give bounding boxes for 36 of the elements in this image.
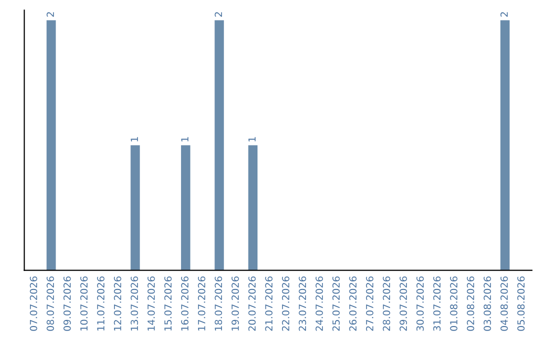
data-label: 2 (500, 12, 508, 17)
x-tick-label: 21.07.2026 (265, 276, 273, 331)
data-label: 1 (181, 137, 188, 142)
x-tick-label: 19.07.2026 (232, 276, 239, 330)
data-label: 2 (46, 12, 54, 17)
x-tick-label: 07.07.2026 (30, 276, 38, 331)
x-tick-label: 01.08.2026 (450, 276, 458, 331)
x-tick-label: 25.07.2026 (332, 276, 340, 331)
x-tick-label: 27.07.2026 (366, 276, 374, 331)
x-tick-label: 13.07.2026 (130, 276, 138, 330)
x-tick-label: 18.07.2026 (214, 276, 222, 330)
x-tick-label: 22.07.2026 (282, 276, 290, 331)
x-tick-label: 15.07.2026 (164, 276, 172, 330)
x-tick-label: 31.07.2026 (433, 276, 441, 331)
x-tick-label: 11.07.2026 (97, 276, 104, 330)
x-tick-label: 02.08.2026 (466, 276, 474, 331)
x-tick-label: 28.07.2026 (382, 276, 390, 331)
x-tick-label: 17.07.2026 (198, 276, 206, 330)
x-tick-label: 20.07.2026 (248, 276, 256, 331)
x-tick-label: 12.07.2026 (114, 276, 122, 330)
x-tick-label: 14.07.2026 (148, 276, 155, 330)
data-label: 2 (214, 12, 222, 17)
x-tick-label: 26.07.2026 (349, 276, 357, 331)
x-tick-label: 09.07.2026 (63, 276, 71, 331)
data-label: 1 (248, 137, 256, 142)
data-label: 1 (130, 137, 138, 142)
x-tick-label: 03.08.2026 (484, 276, 492, 331)
x-tick-label: 16.07.2026 (181, 276, 188, 330)
x-tick-label: 08.07.2026 (46, 276, 54, 331)
x-tick-label: 05.08.2026 (517, 276, 525, 331)
x-tick-label: 10.07.2026 (80, 276, 88, 330)
x-tick-label: 24.07.2026 (316, 276, 323, 331)
x-tick-label: 04.08.2026 (500, 276, 508, 331)
x-tick-label: 30.07.2026 (416, 276, 424, 331)
x-tick-label: 23.07.2026 (298, 276, 306, 331)
x-tick-label: 29.07.2026 (400, 276, 407, 331)
